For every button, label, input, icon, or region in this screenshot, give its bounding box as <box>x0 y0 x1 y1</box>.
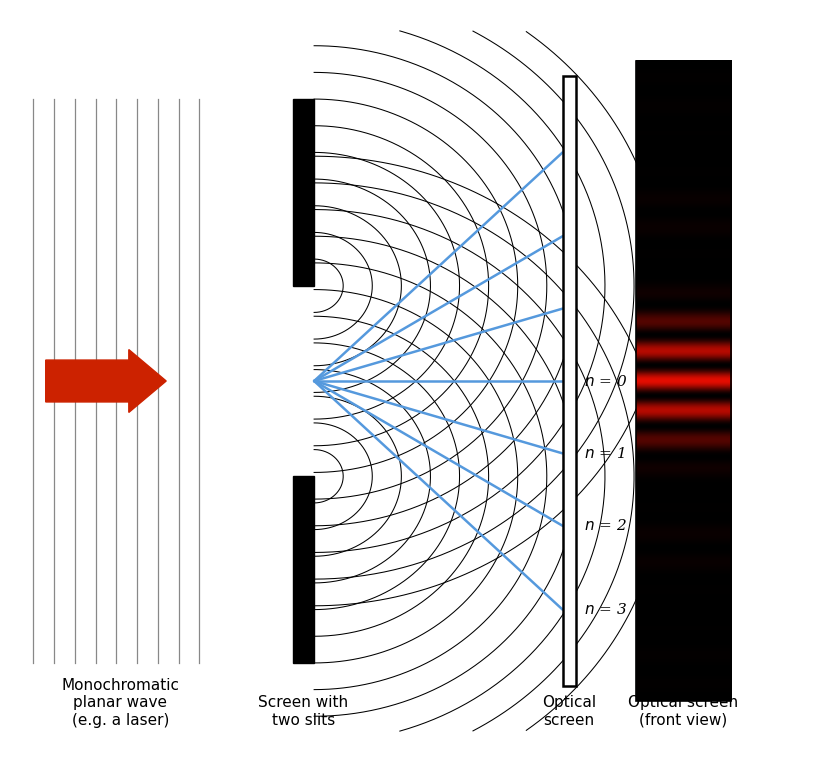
Text: Optical
screen: Optical screen <box>542 695 597 728</box>
Text: $\mathit{n}$ = 3: $\mathit{n}$ = 3 <box>584 602 627 617</box>
Text: $\mathit{n}$ = 0: $\mathit{n}$ = 0 <box>584 373 627 389</box>
FancyArrow shape <box>46 350 166 412</box>
Bar <box>293 476 314 663</box>
Text: Optical screen
(front view): Optical screen (front view) <box>628 695 739 728</box>
Bar <box>293 99 314 286</box>
Bar <box>636 61 731 701</box>
Text: Screen with
two slits: Screen with two slits <box>258 695 348 728</box>
Text: Monochromatic
planar wave
(e.g. a laser): Monochromatic planar wave (e.g. a laser) <box>61 678 179 728</box>
Bar <box>563 76 576 686</box>
Text: $\mathit{n}$ = 1: $\mathit{n}$ = 1 <box>584 446 625 461</box>
Text: $\mathit{n}$ = 2: $\mathit{n}$ = 2 <box>584 518 627 533</box>
